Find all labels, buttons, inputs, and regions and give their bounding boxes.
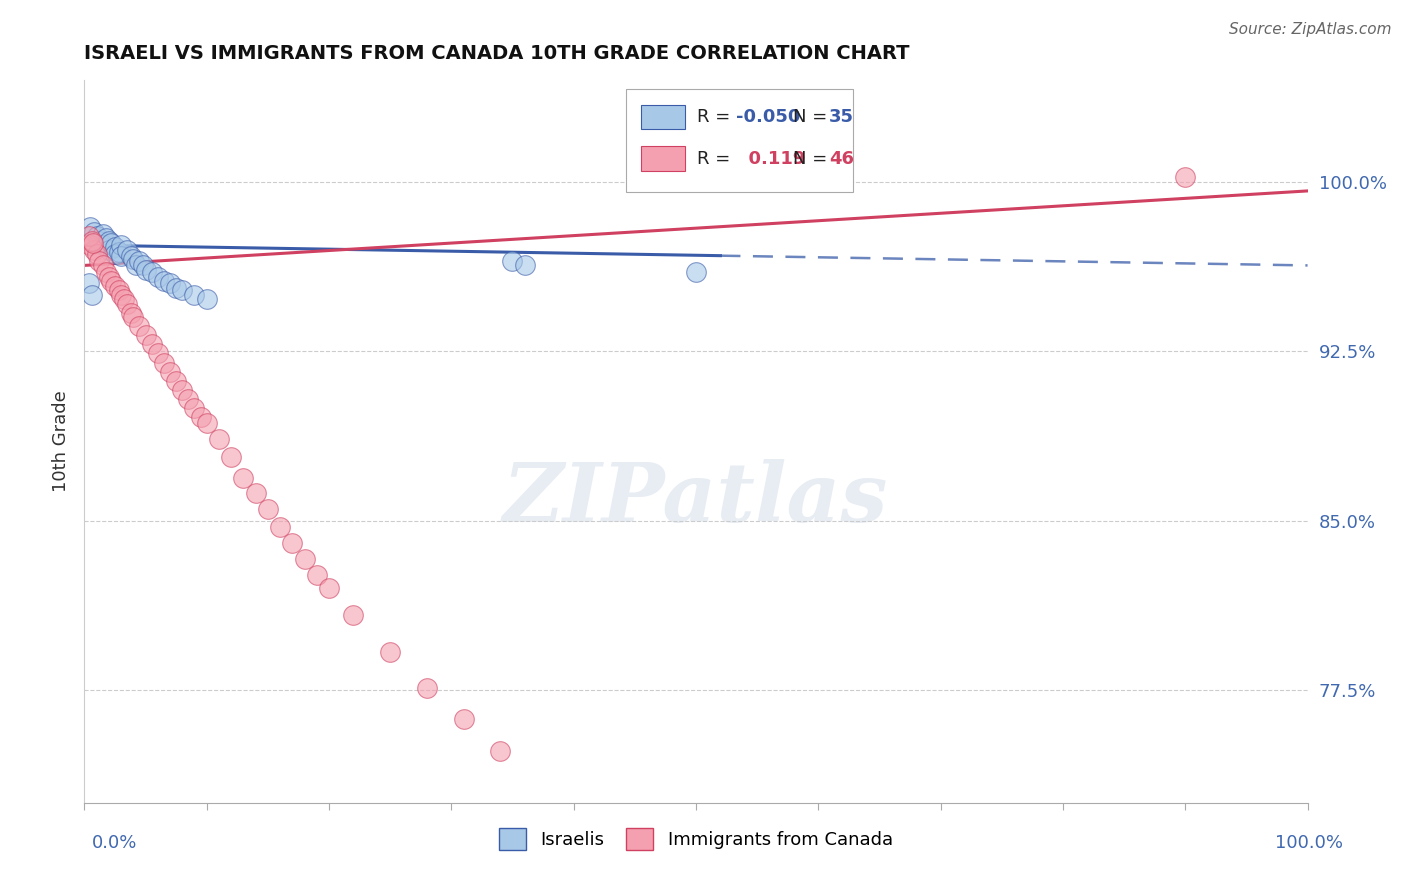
Point bbox=[685, 265, 707, 279]
Text: 46: 46 bbox=[830, 150, 855, 168]
Point bbox=[305, 567, 328, 582]
Point bbox=[141, 265, 163, 279]
Point bbox=[195, 293, 218, 307]
FancyBboxPatch shape bbox=[626, 89, 852, 193]
Point bbox=[120, 249, 142, 263]
Legend: Israelis, Immigrants from Canada: Israelis, Immigrants from Canada bbox=[491, 819, 901, 859]
Point bbox=[107, 244, 129, 259]
Point bbox=[110, 287, 132, 301]
Point bbox=[91, 227, 114, 241]
Point bbox=[342, 608, 364, 623]
Point bbox=[159, 365, 181, 379]
Point bbox=[104, 240, 127, 254]
Point bbox=[82, 235, 104, 250]
Point bbox=[77, 229, 100, 244]
Text: ISRAELI VS IMMIGRANTS FROM CANADA 10TH GRADE CORRELATION CHART: ISRAELI VS IMMIGRANTS FROM CANADA 10TH G… bbox=[84, 45, 910, 63]
Point bbox=[141, 337, 163, 351]
Text: R =: R = bbox=[697, 108, 737, 126]
Point bbox=[195, 417, 218, 431]
Point bbox=[513, 259, 536, 273]
FancyBboxPatch shape bbox=[641, 146, 685, 171]
Point bbox=[115, 243, 138, 257]
Point bbox=[190, 409, 212, 424]
Point bbox=[208, 432, 231, 446]
Point bbox=[257, 502, 280, 516]
Text: 35: 35 bbox=[830, 108, 855, 126]
Point bbox=[86, 229, 108, 244]
Point bbox=[96, 265, 118, 279]
Point bbox=[380, 644, 402, 658]
Point bbox=[183, 287, 205, 301]
Point bbox=[281, 536, 304, 550]
Point bbox=[502, 254, 524, 268]
Point bbox=[153, 355, 176, 369]
Point bbox=[232, 471, 254, 485]
Point bbox=[122, 252, 145, 266]
Point bbox=[135, 328, 157, 343]
Point bbox=[245, 486, 267, 500]
Point bbox=[107, 283, 129, 297]
Point bbox=[104, 247, 127, 261]
Point bbox=[110, 249, 132, 263]
Point bbox=[165, 281, 187, 295]
Point bbox=[1174, 170, 1197, 185]
Point bbox=[91, 238, 114, 252]
Text: N =: N = bbox=[793, 108, 832, 126]
Point bbox=[83, 225, 105, 239]
Point bbox=[91, 259, 114, 273]
FancyBboxPatch shape bbox=[641, 104, 685, 129]
Point bbox=[128, 319, 150, 334]
Point bbox=[104, 278, 127, 293]
Y-axis label: 10th Grade: 10th Grade bbox=[52, 391, 70, 492]
Point bbox=[125, 259, 148, 273]
Point bbox=[132, 259, 155, 273]
Point bbox=[172, 283, 194, 297]
Point bbox=[219, 450, 242, 465]
Text: ZIPatlas: ZIPatlas bbox=[503, 459, 889, 540]
Point bbox=[146, 346, 169, 360]
Point bbox=[183, 401, 205, 415]
Point bbox=[79, 238, 101, 252]
Text: -0.050: -0.050 bbox=[737, 108, 800, 126]
Point bbox=[97, 269, 120, 284]
Point bbox=[100, 274, 122, 288]
Point bbox=[172, 383, 194, 397]
Point bbox=[153, 274, 176, 288]
Point bbox=[80, 287, 103, 301]
Point bbox=[80, 234, 103, 248]
Text: R =: R = bbox=[697, 150, 737, 168]
Point bbox=[87, 254, 110, 268]
Point bbox=[87, 234, 110, 248]
Text: 0.0%: 0.0% bbox=[91, 834, 136, 852]
Point bbox=[489, 744, 512, 758]
Point bbox=[122, 310, 145, 325]
Point bbox=[318, 582, 340, 596]
Point bbox=[269, 520, 291, 534]
Text: N =: N = bbox=[793, 150, 832, 168]
Point bbox=[77, 277, 100, 291]
Point bbox=[83, 243, 105, 257]
Point bbox=[86, 247, 108, 261]
Point bbox=[97, 234, 120, 248]
Point bbox=[96, 231, 118, 245]
Point bbox=[128, 254, 150, 268]
Point bbox=[110, 238, 132, 252]
Point bbox=[159, 277, 181, 291]
Point bbox=[112, 293, 135, 307]
Point bbox=[416, 681, 439, 695]
Point bbox=[97, 243, 120, 257]
Point bbox=[115, 297, 138, 311]
Point bbox=[135, 263, 157, 277]
Point bbox=[294, 552, 316, 566]
Point bbox=[120, 306, 142, 320]
Point bbox=[100, 235, 122, 250]
Point bbox=[177, 392, 200, 406]
Point bbox=[165, 374, 187, 388]
Text: 0.119: 0.119 bbox=[737, 150, 806, 168]
Point bbox=[146, 269, 169, 284]
Text: Source: ZipAtlas.com: Source: ZipAtlas.com bbox=[1229, 22, 1392, 37]
Text: 100.0%: 100.0% bbox=[1275, 834, 1343, 852]
Point bbox=[79, 220, 101, 235]
Point bbox=[453, 712, 475, 726]
